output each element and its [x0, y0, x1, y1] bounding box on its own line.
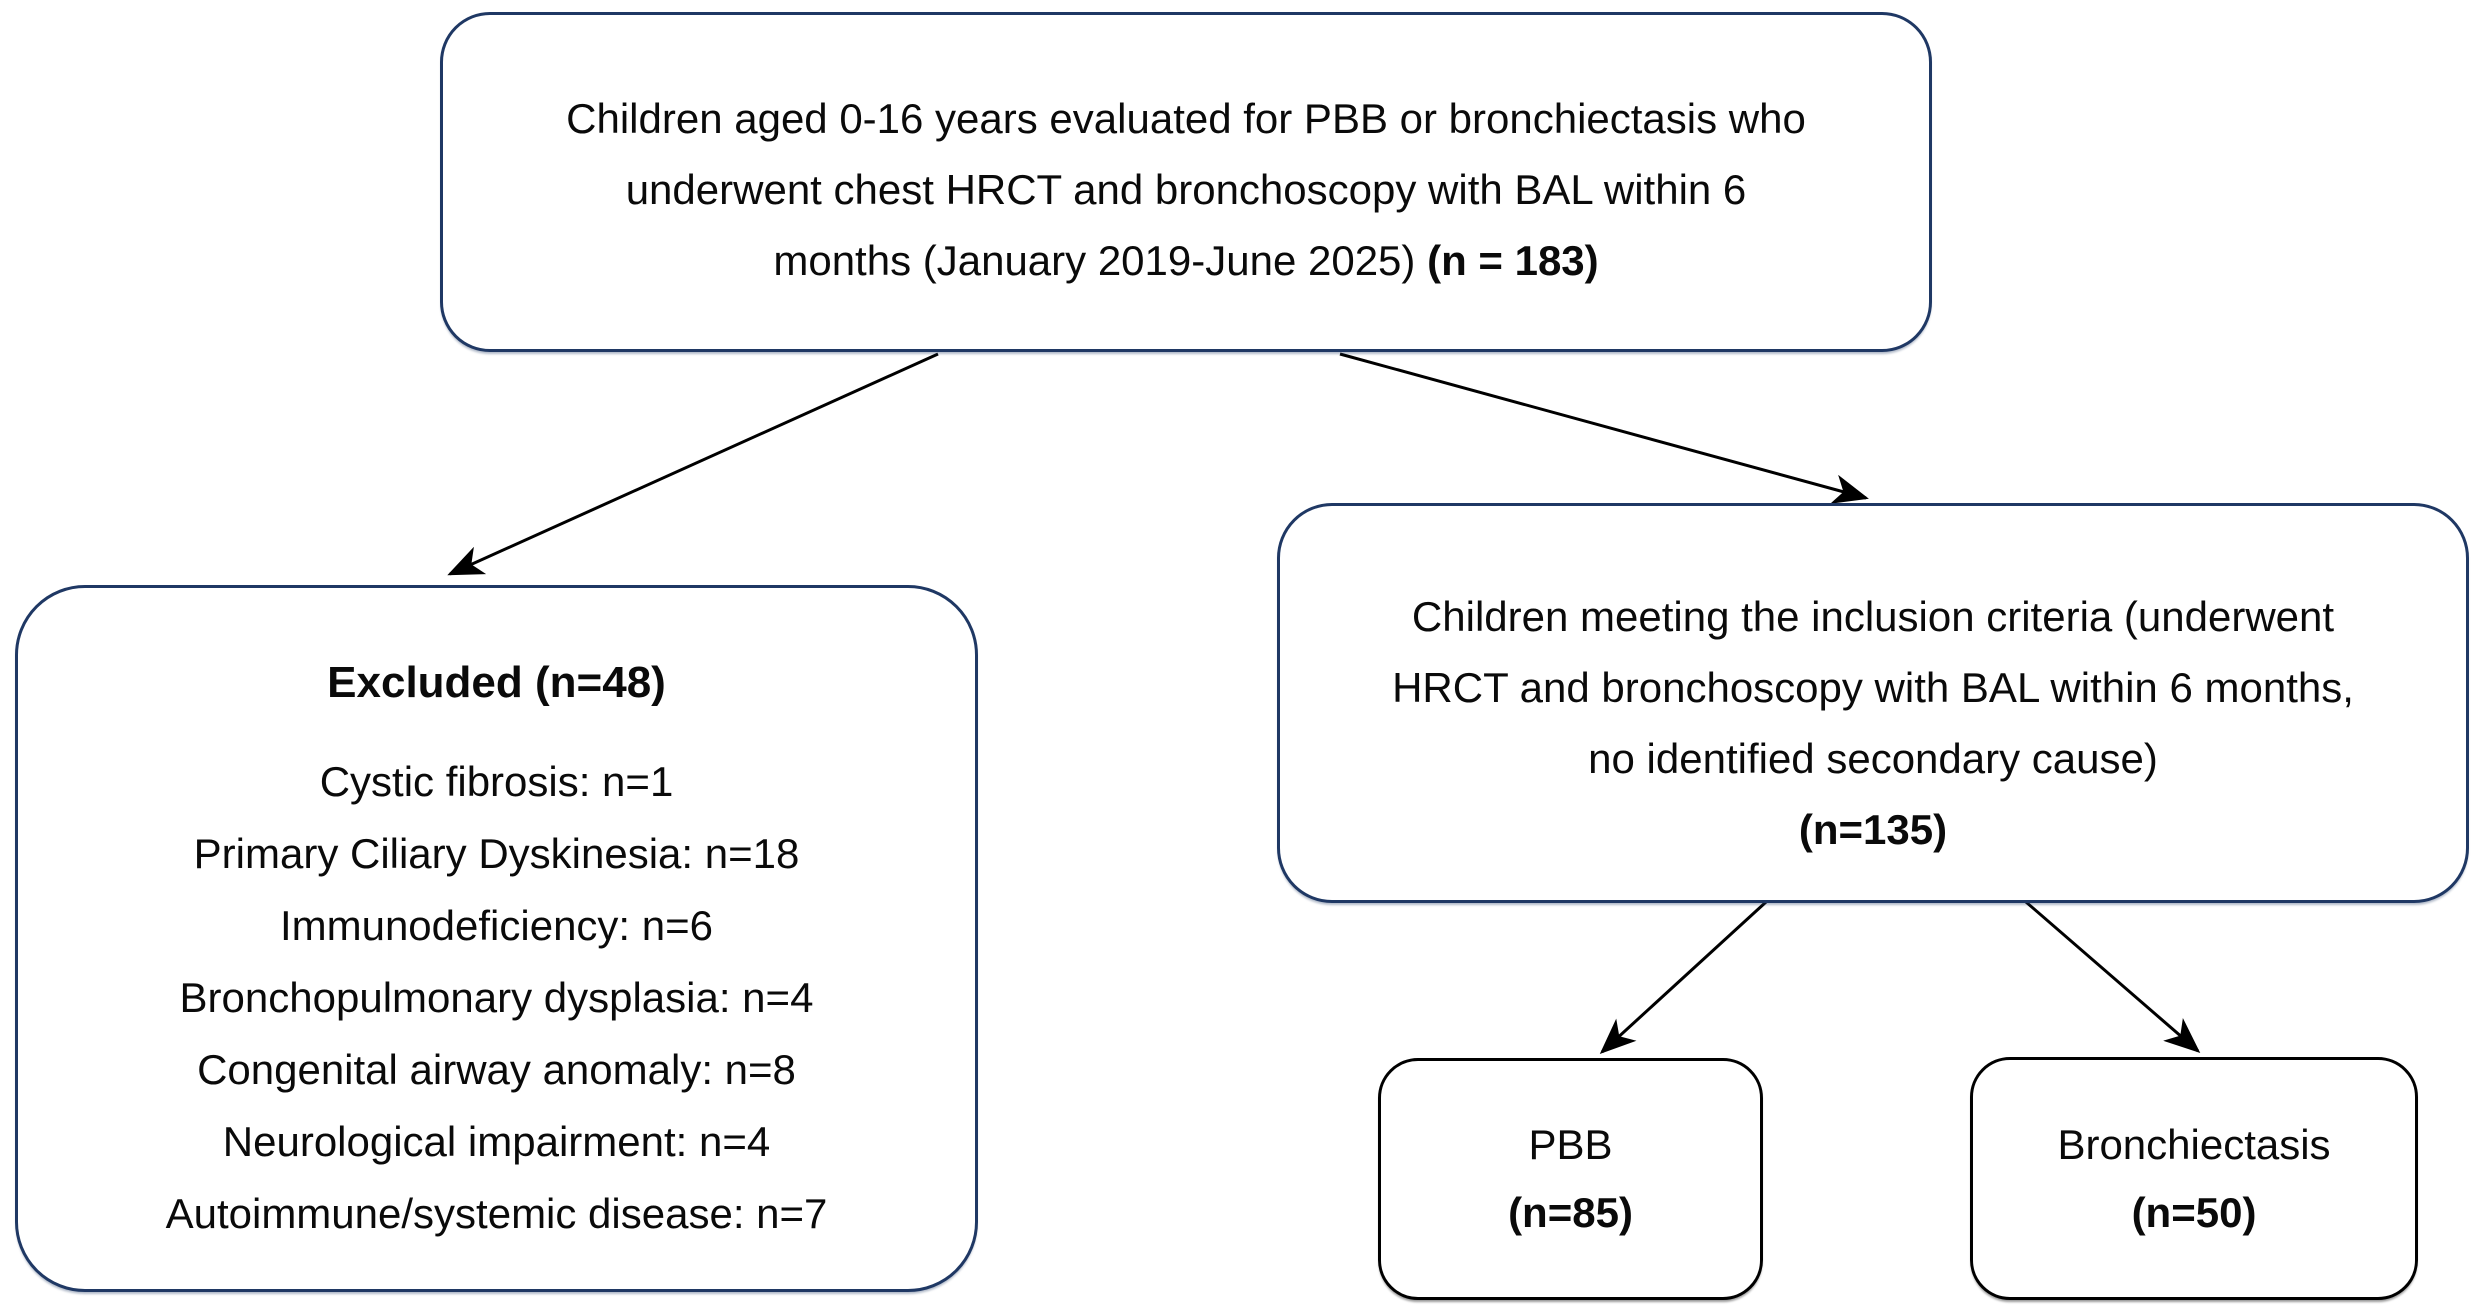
arrow-top-to-excluded — [447, 352, 939, 576]
inclusion-line3: no identified secondary cause) — [1588, 735, 2158, 782]
excluded-item-autoimmune-systemic-disease: Autoimmune/systemic disease: n=7 — [165, 1190, 828, 1237]
excluded-item-primary-ciliary-dyskinesia: Primary Ciliary Dyskinesia: n=18 — [193, 830, 800, 877]
excluded-item-immunodeficiency: Immunodeficiency: n=6 — [279, 902, 714, 949]
arrow-included-to-pbb — [1599, 900, 1768, 1055]
excluded-item-bronchopulmonary-dysplasia: Bronchopulmonary dysplasia: n=4 — [179, 974, 814, 1021]
inclusion-line2: HRCT and bronchoscopy with BAL within 6 … — [1392, 664, 2354, 711]
node-pbb: PBB (n=85) — [1378, 1058, 1763, 1300]
node-evaluated-line2: underwent chest HRCT and bronchoscopy wi… — [625, 165, 1747, 213]
arrow-included-to-bronchiectasis — [2025, 900, 2201, 1053]
pbb-label: PBB — [1528, 1121, 1613, 1168]
excluded-title: Excluded (n=48) — [327, 658, 666, 707]
excluded-item-congenital-airway-anomaly: Congenital airway anomaly: n=8 — [197, 1046, 796, 1093]
excluded-item-cystic-fibrosis: Cystic fibrosis: n=1 — [319, 758, 674, 805]
node-evaluated-count: (n = 183) — [1427, 236, 1599, 284]
node-evaluated-line3: months (January 2019-June 2025) (n = 183… — [773, 225, 1598, 296]
inclusion-count: (n=135) — [1798, 806, 1948, 853]
node-excluded: Excluded (n=48) Cystic fibrosis: n=1 Pri… — [15, 585, 978, 1292]
node-evaluated-children: Children aged 0-16 years evaluated for P… — [440, 12, 1932, 352]
node-evaluated-line1: Children aged 0-16 years evaluated for P… — [566, 94, 1806, 142]
pbb-count: (n=85) — [1508, 1189, 1633, 1236]
excluded-item-neurological-impairment: Neurological impairment: n=4 — [222, 1118, 771, 1165]
node-bronchiectasis: Bronchiectasis (n=50) — [1970, 1057, 2418, 1300]
node-evaluated-line3-text: months (January 2019-June 2025) — [773, 236, 1428, 284]
bronchiectasis-count: (n=50) — [2131, 1188, 2257, 1236]
arrow-top-to-included — [1339, 352, 1869, 504]
node-inclusion-criteria: Children meeting the inclusion criteria … — [1277, 503, 2469, 903]
bronchiectasis-label: Bronchiectasis — [2057, 1120, 2331, 1168]
inclusion-line1: Children meeting the inclusion criteria … — [1411, 593, 2335, 640]
